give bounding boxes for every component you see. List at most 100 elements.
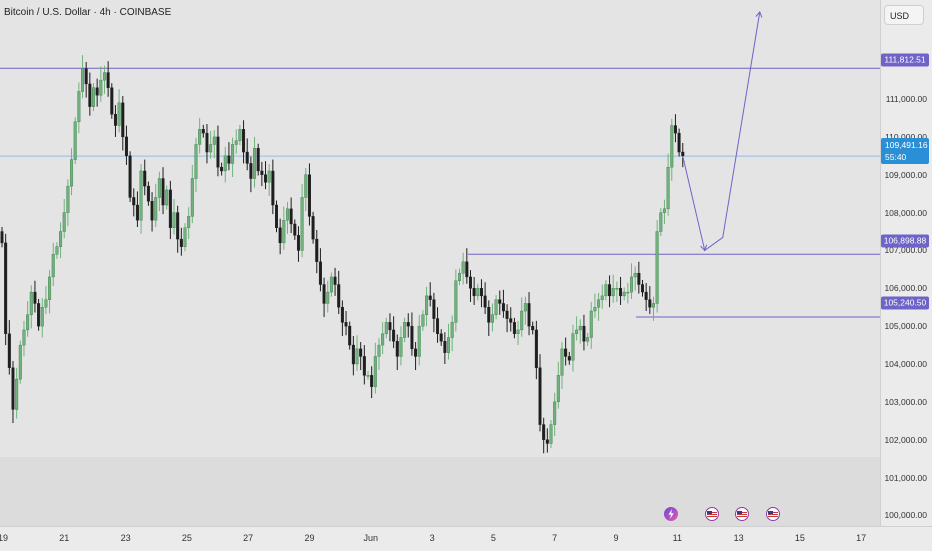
candle-body [26,314,30,331]
candle [278,218,282,255]
candle-body [190,178,194,217]
candle-body [333,276,337,285]
candle-body [512,322,516,334]
candle [256,143,260,176]
candle [512,317,516,339]
candle [271,159,275,215]
level-label-111812[interactable]: 111,812.51 [881,53,929,67]
candle [619,276,623,305]
candle [392,316,396,349]
candle [124,125,128,165]
chart-area[interactable]: Bitcoin / U.S. Dollar · 4h · COINBASE [0,0,880,526]
candle-body [143,170,147,187]
candle-body [622,291,626,297]
candle [582,314,586,351]
candle [670,118,674,181]
candle-body [48,276,52,300]
price-tick: 102,000.00 [884,434,927,445]
candle [113,105,117,137]
candle [641,279,645,297]
candle [370,366,374,399]
us-flag-icon[interactable] [705,507,719,521]
candle [161,167,165,215]
candle-body [84,68,88,85]
candle-body [146,185,150,202]
candle [655,220,659,313]
candle-body [44,299,48,308]
candle-body [483,295,487,308]
candle-body [289,208,293,225]
candle-body [476,288,480,297]
candle [633,266,637,291]
candle [564,337,568,366]
candle [600,284,604,309]
candle [377,338,381,371]
candle-body [0,231,4,244]
candle-body [285,208,289,221]
price-axis[interactable]: 112,000.00111,000.00110,000.00109,000.00… [880,0,932,526]
level-label-105240[interactable]: 105,240.50 [881,296,929,310]
candle-body [447,337,451,353]
candle [143,159,147,196]
us-flag-icon[interactable] [766,507,780,521]
candle [662,199,666,224]
candle-body [403,322,407,338]
candle [29,285,33,329]
candle-body [337,284,341,308]
candle-body [209,144,213,153]
candle-body [154,197,158,221]
candle [44,286,48,315]
candle-body [527,303,531,327]
candle-body [381,333,385,346]
candle [406,313,410,338]
candle-body [59,231,63,247]
candle [586,332,590,346]
time-tick: 3 [429,533,435,543]
candle [293,219,297,240]
candle [102,65,106,94]
candle [275,200,279,233]
candle [428,282,432,307]
candle [183,223,187,252]
candle [81,55,85,99]
candle-body [644,291,648,300]
candle-body [468,276,472,289]
us-flag-icon[interactable] [735,507,749,521]
candle [604,279,608,301]
candle-body [626,291,630,294]
symbol-title[interactable]: Bitcoin / U.S. Dollar · 4h · COINBASE [4,7,172,18]
candlestick-chart[interactable] [0,0,880,526]
candle [410,312,414,356]
candle-body [362,356,366,376]
candle-body [275,204,279,228]
candle [139,164,143,234]
currency-button[interactable]: USD [884,5,924,25]
candle [249,156,253,193]
time-tick: 11 [672,533,682,543]
candle-body [373,356,377,387]
candle-body [293,223,297,236]
candle [648,286,652,315]
price-tick: 108,000.00 [884,207,927,218]
time-axis[interactable]: 19 21 23 25 27 29 Jun 3 5 7 9 11 13 15 17 [0,526,932,551]
candle [216,125,220,177]
candle [165,185,169,210]
candle-body [571,333,575,361]
level-label-106898[interactable]: 106,898.88 [881,234,929,248]
candle-body [355,348,359,365]
price-tick: 100,000.00 [884,510,927,521]
candle-body [597,299,601,308]
candle [150,192,154,232]
candle-body [220,166,224,172]
candle [307,163,311,226]
candle-body [417,325,421,357]
candle [40,298,44,338]
candle-body [443,341,447,353]
lightning-icon[interactable] [664,507,678,521]
candle-body [505,310,509,319]
candle-body [231,144,235,164]
candle [300,183,304,258]
candle [106,61,110,97]
candle [542,417,546,454]
candle [626,283,630,304]
